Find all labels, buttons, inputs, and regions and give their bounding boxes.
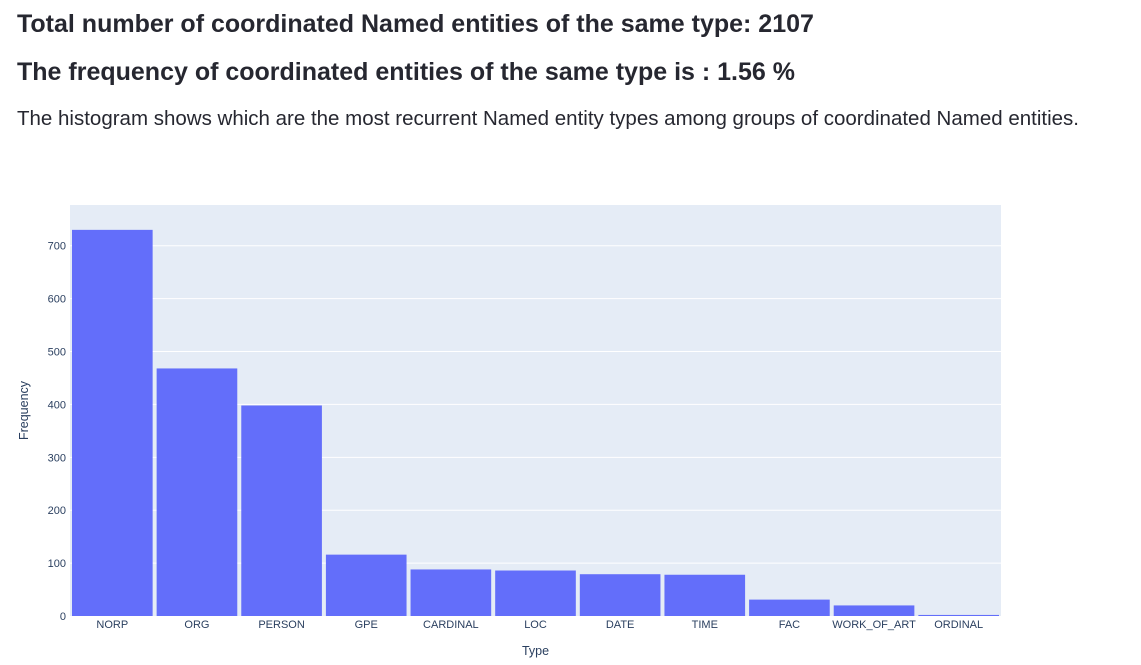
x-tick-label: WORK_OF_ART	[832, 619, 916, 631]
y-tick-label: 400	[48, 399, 66, 411]
y-tick-label: 200	[48, 505, 66, 517]
x-tick-label: ORG	[184, 619, 209, 631]
frequency-heading: The frequency of coordinated entities of…	[17, 58, 795, 86]
x-axis-title: Type	[522, 644, 549, 658]
y-axis-title: Frequency	[17, 380, 31, 440]
x-tick-label: CARDINAL	[423, 619, 479, 631]
total-heading: Total number of coordinated Named entiti…	[17, 10, 814, 38]
histogram-chart: 0 100 200 300 400 500 600 700 NORP ORG PERSON GPE C…	[17, 205, 1001, 658]
y-tick-label: 0	[60, 611, 66, 623]
bar-fac[interactable]	[749, 599, 830, 616]
x-tick-label: FAC	[779, 619, 800, 631]
bars	[72, 229, 999, 616]
bar-date[interactable]	[579, 574, 661, 616]
x-tick-label: ORDINAL	[934, 619, 983, 631]
x-tick-label: DATE	[606, 619, 635, 631]
bar-norp[interactable]	[72, 229, 153, 616]
x-tick-label: NORP	[96, 619, 128, 631]
y-tick-label: 700	[48, 241, 66, 253]
y-tick-label: 100	[48, 558, 66, 570]
bar-cardinal[interactable]	[410, 569, 492, 616]
bar-person[interactable]	[241, 405, 322, 616]
x-tick-labels: NORP ORG PERSON GPE CARDINAL LOC DATE TIME FAC WO…	[96, 619, 983, 631]
bar-ordinal[interactable]	[918, 614, 999, 616]
y-tick-labels: 0 100 200 300 400 500 600 700	[48, 241, 66, 623]
y-tick-label: 600	[48, 294, 66, 306]
bar-gpe[interactable]	[325, 554, 407, 616]
x-tick-label: TIME	[692, 619, 718, 631]
bar-org[interactable]	[156, 368, 238, 616]
x-tick-label: LOC	[524, 619, 547, 631]
histogram-description: The histogram shows which are the most r…	[17, 107, 1079, 130]
bar-loc[interactable]	[495, 570, 576, 616]
y-tick-label: 500	[48, 347, 66, 359]
x-tick-label: PERSON	[258, 619, 305, 631]
bar-time[interactable]	[664, 574, 746, 616]
bar-work-of-art[interactable]	[833, 605, 915, 616]
x-tick-label: GPE	[355, 619, 378, 631]
y-tick-label: 300	[48, 452, 66, 464]
